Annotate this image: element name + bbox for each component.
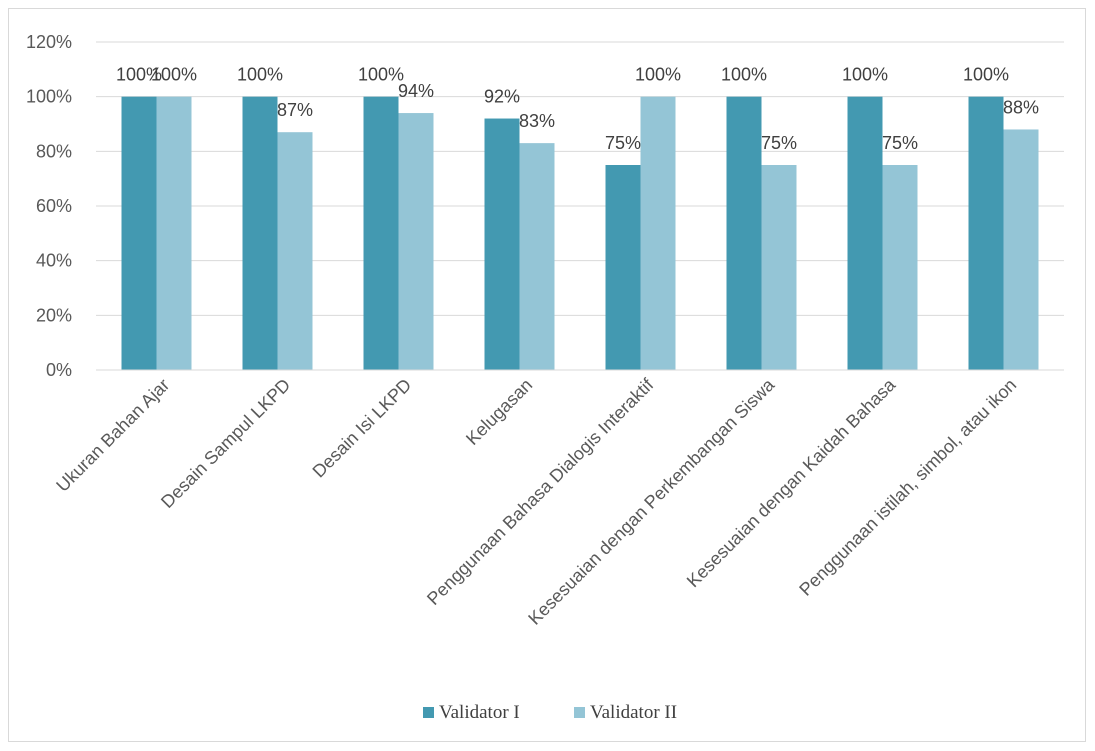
bar-validator-i-1 <box>242 96 278 371</box>
category-label: Kesesuaian dengan Kaidah Bahasa <box>683 374 900 591</box>
bar-validator-i-5 <box>726 96 762 371</box>
bar-validator-i-0 <box>121 96 157 371</box>
bar-validator-ii-3 <box>519 143 555 370</box>
bar-validator-ii-0 <box>156 96 192 371</box>
y-tick-label: 120% <box>26 32 72 52</box>
category-label: Penggunaan istilah, simbol, atau ikon <box>795 375 1020 600</box>
y-tick-label: 20% <box>36 305 72 325</box>
y-tick-label: 60% <box>36 196 72 216</box>
y-tick-label: 40% <box>36 251 72 271</box>
data-labels: 100% 100% 100%92%75%100% 100% 100%100%87%94%… <box>116 65 1039 153</box>
bar-validator-ii-4 <box>640 96 676 371</box>
bar-validator-ii-7 <box>1003 129 1039 370</box>
bar-validator-ii-6 <box>882 165 918 370</box>
data-label: 87% <box>277 100 313 120</box>
y-tick-label: 80% <box>36 141 72 161</box>
data-label: 75% <box>882 133 918 153</box>
legend-swatch-validator-ii <box>574 707 585 718</box>
legend-label: Validator I <box>439 702 520 723</box>
data-label: 100% <box>151 65 197 85</box>
legend-label: Validator II <box>590 702 677 723</box>
bar-validator-i-3 <box>484 118 520 371</box>
data-label: 88% <box>1003 97 1039 117</box>
data-label: 83% <box>519 111 555 131</box>
legend-swatch-validator-i <box>423 707 434 718</box>
category-label: Ukuran Bahan Ajar <box>52 375 173 496</box>
category-label: Kelugasan <box>462 375 536 449</box>
legend: Validator I Validator II <box>423 702 677 723</box>
data-label: 100% <box>842 65 888 85</box>
y-tick-label: 100% <box>26 87 72 107</box>
data-label: 100% <box>237 65 283 85</box>
data-label: 100% <box>721 65 767 85</box>
bar-validator-i-2 <box>363 96 399 371</box>
data-label: 75% <box>605 133 641 153</box>
bar-validator-ii-5 <box>761 165 797 370</box>
bar-validator-i-7 <box>968 96 1004 371</box>
y-axis-tick-labels: 0% 20% 40% 60% 80% 100% 120% <box>26 32 72 380</box>
data-label: 92% <box>484 87 520 107</box>
category-label: Kesesuaian dengan Perkembangan Siswa <box>524 374 779 629</box>
bar-validator-i-4 <box>605 165 641 370</box>
category-label: Desain Sampul LKPD <box>157 375 294 512</box>
bar-validator-ii-1 <box>277 132 313 370</box>
category-label: Penggunaan Bahasa Dialogis Interaktif <box>423 374 658 609</box>
bar-validator-i-6 <box>847 96 883 371</box>
data-label: 94% <box>398 81 434 101</box>
data-label: 100% <box>116 65 162 85</box>
category-label: Desain Isi LKPD <box>309 375 416 482</box>
data-label: 100% <box>358 65 404 85</box>
bars <box>121 96 1039 371</box>
data-label: 75% <box>761 133 797 153</box>
bar-validator-ii-2 <box>398 113 434 371</box>
data-label: 100% <box>635 65 681 85</box>
y-tick-label: 0% <box>46 360 72 380</box>
data-label: 100% <box>963 65 1009 85</box>
